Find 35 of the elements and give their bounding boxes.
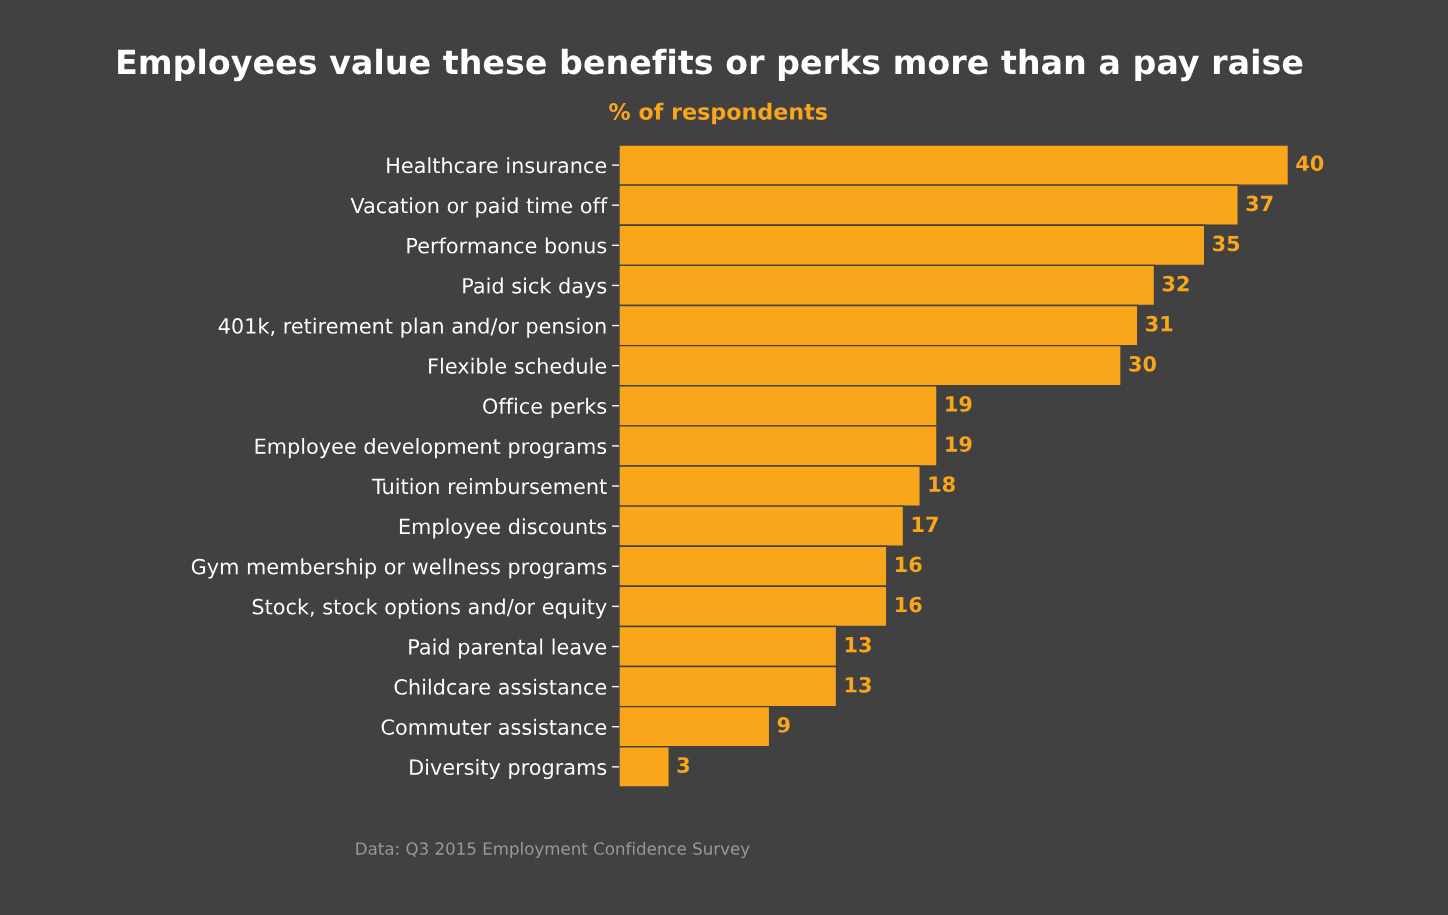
y-tick-label: Stock, stock options and/or equity <box>252 598 607 619</box>
y-tick-label: Diversity programs <box>410 758 607 780</box>
data-label: 13 <box>845 636 871 653</box>
data-label: 37 <box>1246 195 1273 212</box>
data-label: 30 <box>1129 355 1156 372</box>
data-label: 3 <box>677 757 689 773</box>
y-tick-label: Gym membership or wellness programs <box>191 558 607 579</box>
y-tick-label: Paid sick days <box>463 277 607 298</box>
y-tick-label: Tuition reimbursement <box>371 478 607 495</box>
y-tick-label: 401k, retirement plan and/or pension <box>218 317 606 338</box>
y-tick-label: Paid parental leave <box>409 638 607 659</box>
data-label: 32 <box>1162 275 1189 292</box>
y-tick-label: Office perks <box>483 397 607 419</box>
data-label: 40 <box>1296 155 1324 172</box>
chart-title: Employees value these benefits or perks more than a pay raise <box>118 48 1303 82</box>
y-tick-label: Flexible schedule <box>429 357 607 374</box>
data-label: 17 <box>912 516 938 532</box>
y-tick-label: Employee development programs <box>255 437 607 459</box>
data-label: 16 <box>896 596 922 613</box>
y-tick-label: Employee discounts <box>399 518 607 539</box>
data-label: 18 <box>929 476 955 493</box>
data-label: 31 <box>1146 315 1173 332</box>
y-tick-label: Healthcare insurance <box>387 157 607 174</box>
data-label: 19 <box>946 436 972 452</box>
data-label: 19 <box>946 396 972 412</box>
data-label: 9 <box>777 717 790 733</box>
data-label: 16 <box>896 556 922 573</box>
data-label: 13 <box>845 676 871 693</box>
y-tick-label: Performance bonus <box>407 237 607 254</box>
y-tick-label: Commuter assistance <box>381 718 607 735</box>
chart-subtitle: % of respondents <box>609 102 827 125</box>
y-tick-label: Vacation or paid time off <box>350 197 608 218</box>
text: Data: Q3 2015 Employment Confidence Survey <box>356 841 750 859</box>
data-label: 35 <box>1213 235 1240 252</box>
y-tick-label: Childcare assistance <box>394 678 607 695</box>
